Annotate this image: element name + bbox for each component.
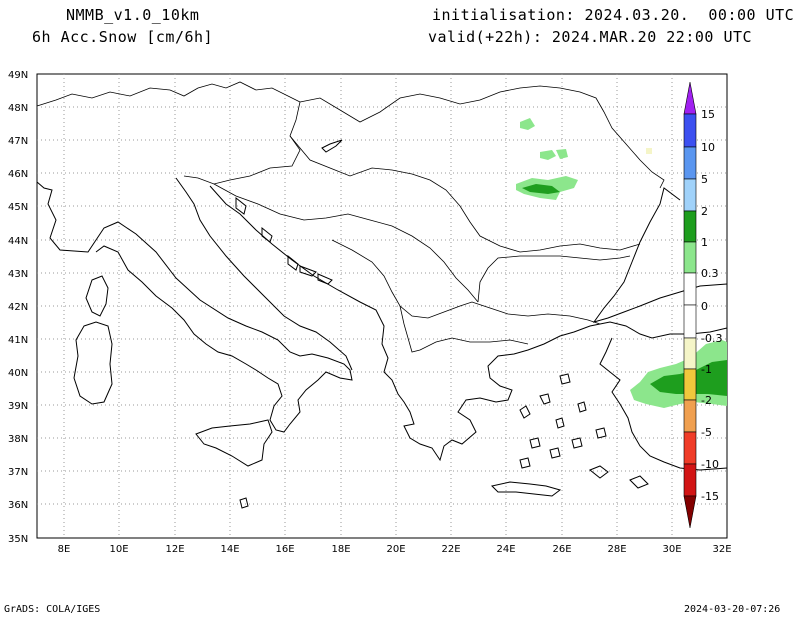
legend-swatch-10-15: [683, 113, 697, 148]
crete: [491, 481, 562, 497]
snow-patch-carpathians-north: [520, 118, 535, 130]
lat-label: 38N: [8, 434, 28, 445]
lat-label: 48N: [8, 103, 28, 114]
italy-west-coast: [36, 181, 353, 433]
lat-label: 35N: [8, 534, 28, 545]
legend-label: 0: [701, 300, 708, 313]
lat-label: 45N: [8, 202, 28, 213]
model-title: NMMB_v1.0_10km: [66, 6, 200, 24]
legend-label: 2: [701, 205, 708, 218]
legend-swatch-neg-2: [683, 399, 697, 433]
snow-patch-carpathians-east-2: [556, 149, 568, 159]
lon-label: 28E: [607, 544, 626, 555]
legend-swatch-neg-1: [683, 368, 697, 401]
footer-timestamp: 2024-03-20-07:26: [684, 604, 781, 615]
legend-swatch-1-2: [683, 210, 697, 243]
footer-credit: GrADS: COLA/IGES: [4, 604, 101, 615]
lat-label: 43N: [8, 269, 28, 280]
sardinia: [73, 321, 113, 405]
legend-swatch-neg-0.3: [683, 337, 697, 370]
legend-label: -15: [701, 490, 719, 503]
alps-border: [36, 81, 301, 185]
legend-swatch-zero-neg: [683, 304, 697, 339]
greece-north-border: [399, 305, 529, 353]
coastlines: [36, 139, 728, 509]
lat-label: 46N: [8, 169, 28, 180]
lat-label: 37N: [8, 467, 28, 478]
lon-label: 16E: [275, 544, 294, 555]
lat-label: 49N: [8, 70, 28, 81]
legend-label: 10: [701, 141, 715, 154]
legend-label: 5: [701, 173, 708, 186]
lon-label: 32E: [712, 544, 731, 555]
legend-label: -10: [701, 458, 719, 471]
lon-label: 20E: [386, 544, 405, 555]
lat-label: 42N: [8, 302, 28, 313]
lat-label: 39N: [8, 401, 28, 412]
valid-time: valid(+22h): 2024.MAR.20 22:00 UTC: [428, 28, 753, 46]
legend-label: 15: [701, 108, 715, 121]
corsica: [85, 275, 109, 317]
black-sea-coast: [592, 187, 728, 323]
color-legend: [683, 81, 697, 529]
lon-label: 22E: [441, 544, 460, 555]
field-title: 6h Acc.Snow [cm/6h]: [32, 28, 214, 46]
legend-swatch-0.3-1: [683, 241, 697, 274]
lat-label: 36N: [8, 500, 28, 511]
legend-swatch-zero: [683, 272, 697, 306]
lat-axis: 49N 48N 47N 46N 45N 44N 43N 42N 41N 40N …: [8, 70, 28, 545]
lon-axis: 8E 10E 12E 14E 16E 18E 20E 22E 24E 26E 2…: [58, 544, 732, 555]
lat-label: 40N: [8, 368, 28, 379]
legend-swatch-2-5: [683, 178, 697, 212]
snow-core-carpathian-bend: [522, 184, 560, 194]
lat-label: 41N: [8, 335, 28, 346]
legend-swatch-neg-5: [683, 431, 697, 465]
balkan-aegean-coast: [209, 185, 728, 462]
legend-swatch-5-10: [683, 146, 697, 180]
legend-label: -5: [701, 426, 712, 439]
legend-label: -2: [701, 394, 712, 407]
lon-label: 24E: [496, 544, 515, 555]
dalmatian-islands: [235, 196, 333, 285]
lon-label: 12E: [165, 544, 184, 555]
yugoslav-border: [213, 183, 479, 303]
central-europe-border: [299, 85, 665, 189]
melt-patch-moldova: [646, 148, 652, 154]
turkey-west-coast: [599, 337, 728, 471]
sicily: [195, 419, 273, 467]
south-balkan-border: [331, 239, 601, 325]
legend-label: -0.3: [701, 332, 722, 345]
snow-patch-carpathians-east: [540, 150, 556, 160]
lake-balaton: [321, 139, 343, 153]
lon-label: 18E: [331, 544, 350, 555]
init-time: initialisation: 2024.03.20. 00:00 UTC: [432, 6, 795, 24]
graticule: [37, 74, 727, 538]
legend-swatch-below-neg-15: [683, 495, 697, 529]
lat-label: 47N: [8, 136, 28, 147]
legend-label: 0.3: [701, 267, 719, 280]
legend-labels: 15 10 5 2 1 0.3 0 -0.3 -1 -2 -5 -10 -15: [701, 108, 722, 503]
italy-adriatic-coast: [175, 177, 353, 371]
legend-label: -1: [701, 363, 712, 376]
lon-label: 26E: [552, 544, 571, 555]
bulgaria-border: [477, 255, 631, 303]
lon-label: 14E: [220, 544, 239, 555]
lon-label: 10E: [109, 544, 128, 555]
aegean-islands: [519, 373, 607, 469]
lon-label: 30E: [662, 544, 681, 555]
legend-swatch-neg-10: [683, 463, 697, 497]
country-borders: [36, 81, 665, 353]
legend-label: 1: [701, 236, 708, 249]
hungary-romania-border: [289, 135, 641, 253]
lat-label: 44N: [8, 236, 28, 247]
lon-label: 8E: [58, 544, 71, 555]
dodecanese-islands: [239, 465, 649, 509]
